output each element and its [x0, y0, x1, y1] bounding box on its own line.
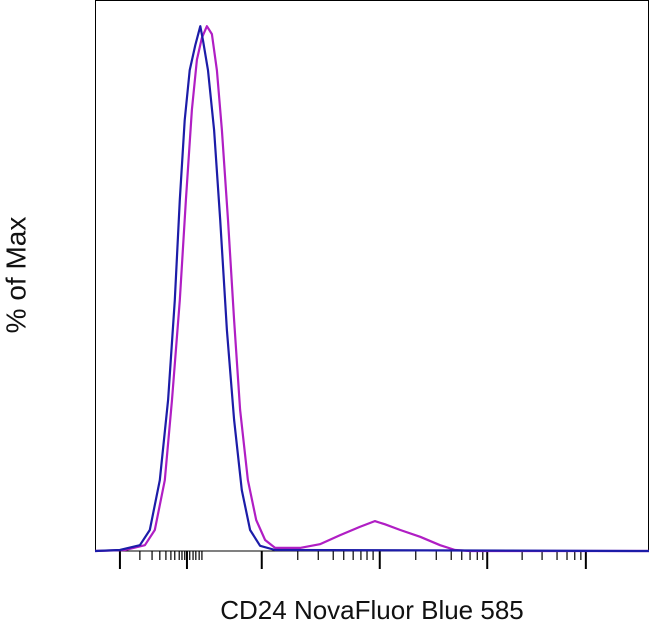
histogram-line	[94, 25, 649, 553]
histogram-line	[94, 25, 650, 553]
x-axis-label: CD24 NovaFluor Blue 585	[220, 595, 524, 625]
plot-frame	[95, 0, 649, 552]
y-axis-label: % of Max	[0, 217, 31, 334]
